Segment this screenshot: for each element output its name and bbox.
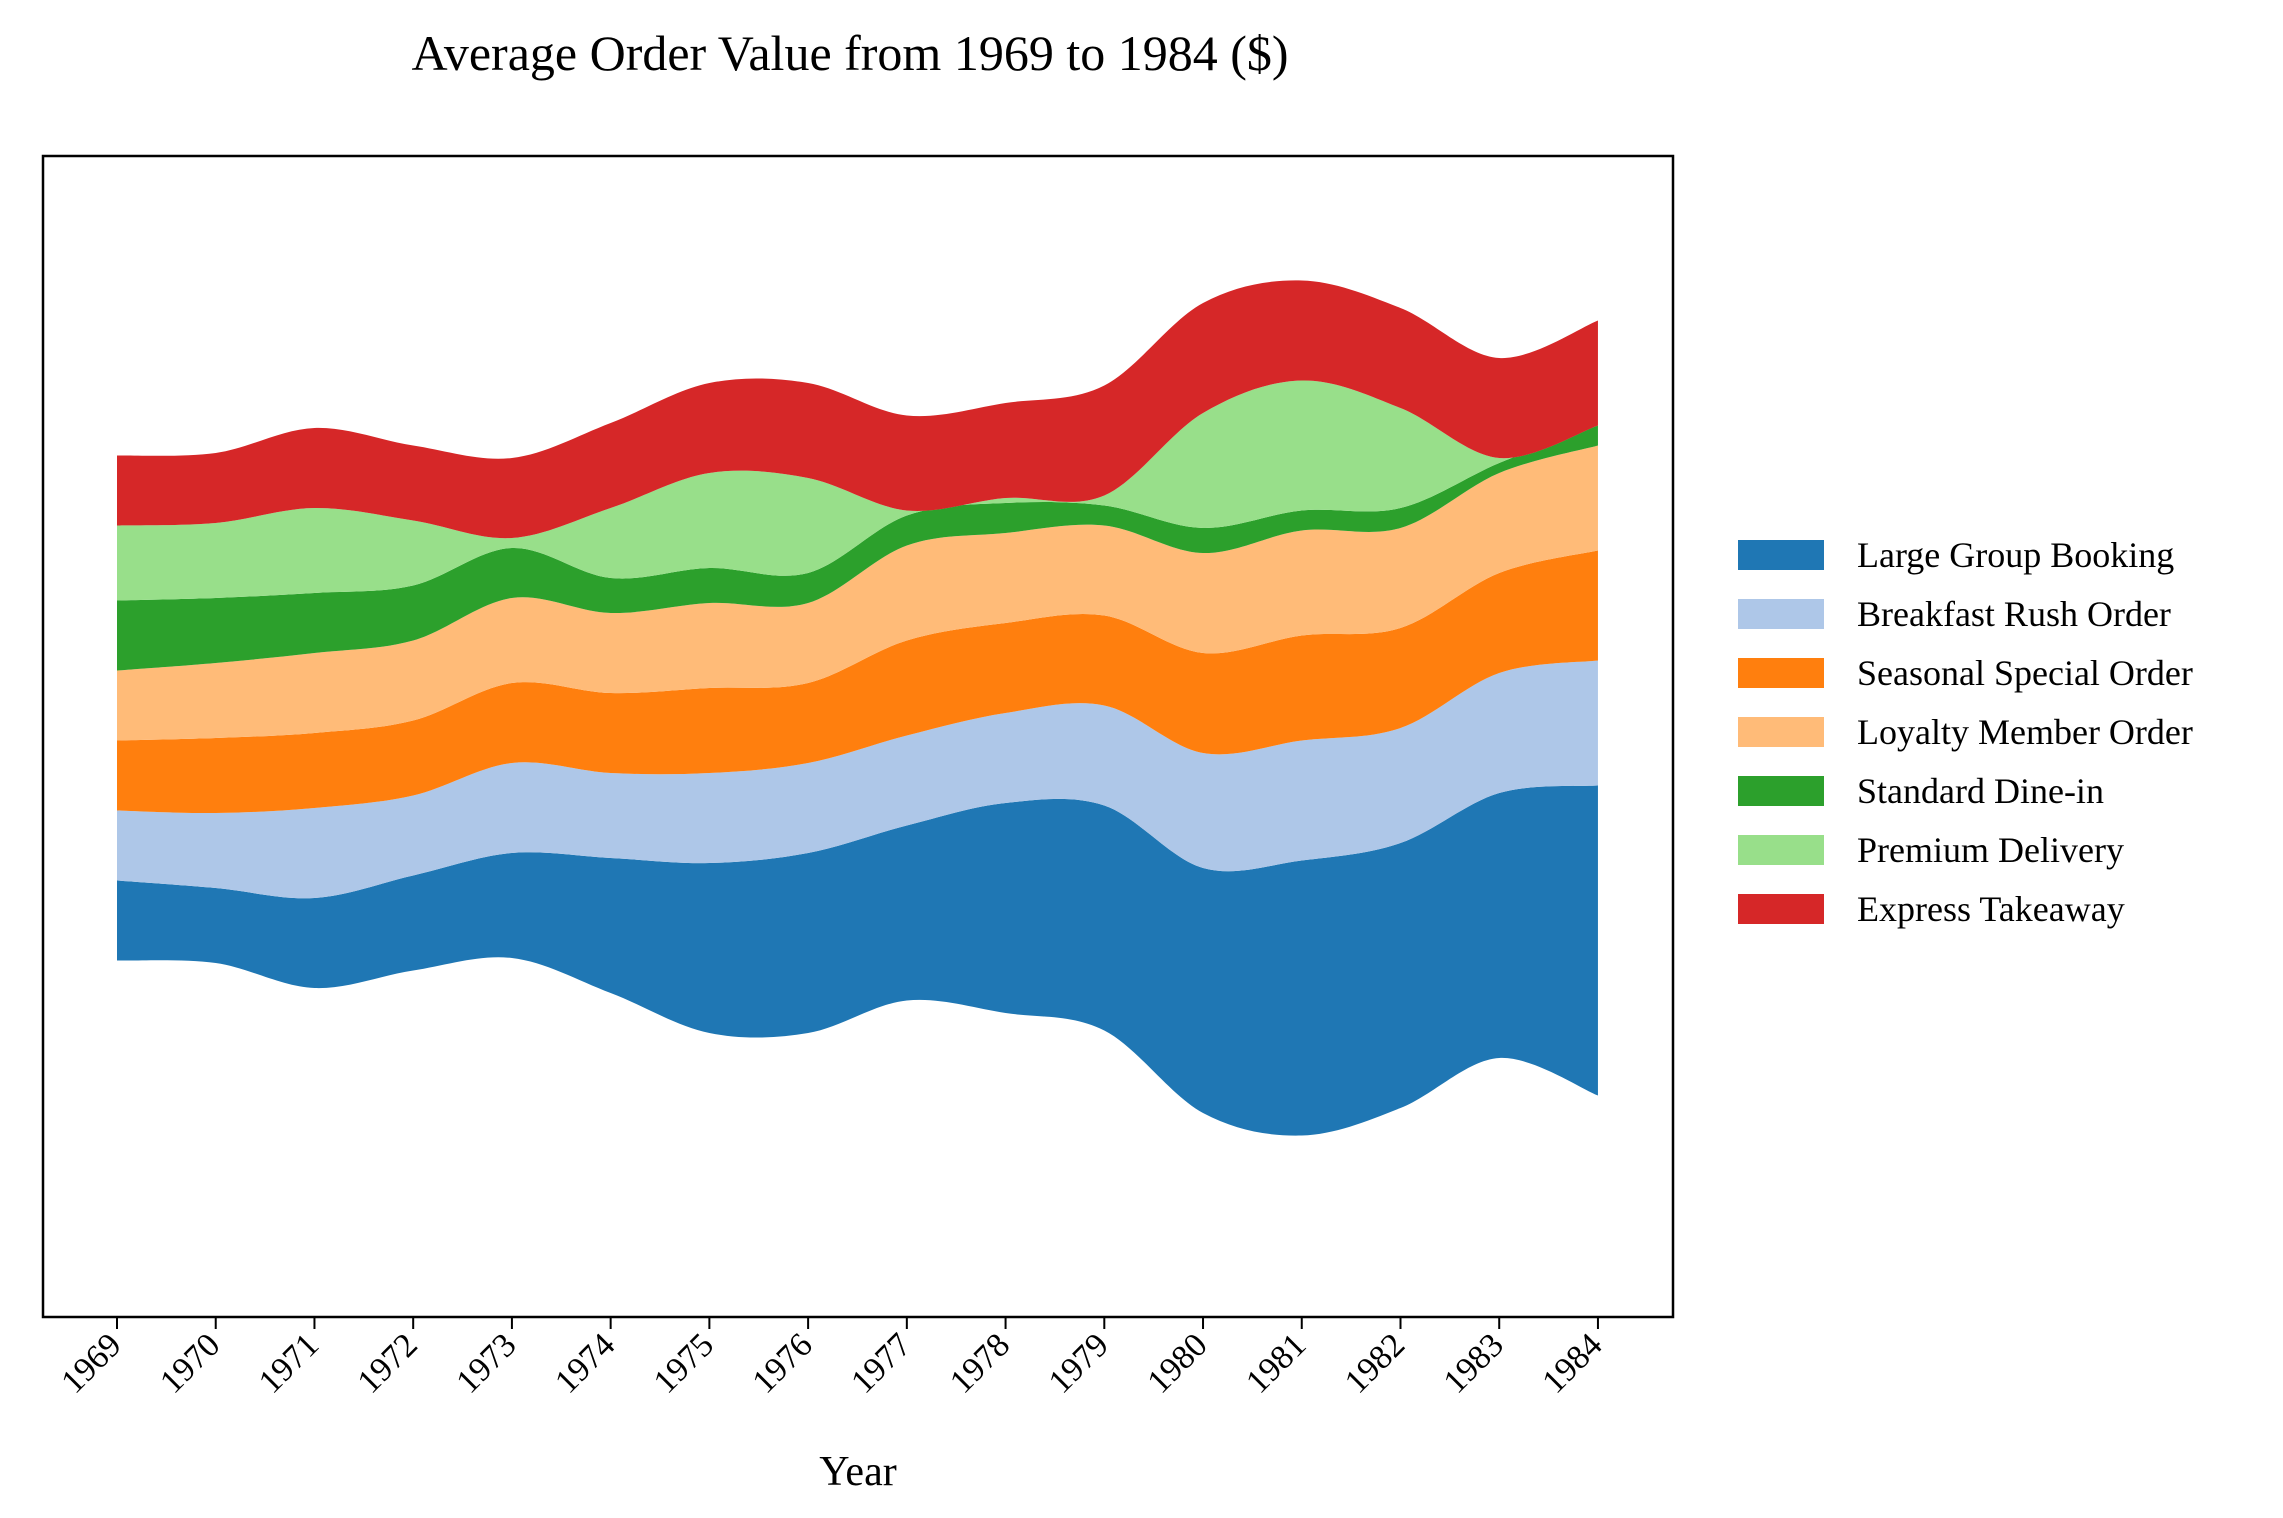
x-tick-label: 1981	[1239, 1326, 1313, 1400]
x-axis: 1969 1970 1971 1972 1973 1974 1975 1976 1977 1978…	[54, 1317, 1610, 1401]
x-axis-label: Year	[819, 1449, 896, 1495]
chart-title: Average Order Value from 1969 to 1984 ($…	[411, 25, 1288, 81]
x-tick-label: 1973	[449, 1326, 523, 1400]
x-tick-label: 1983	[1437, 1326, 1511, 1400]
x-tick-label: 1970	[153, 1326, 227, 1400]
legend-label: Express Takeaway	[1857, 889, 2125, 929]
x-tick-label: 1969	[54, 1326, 128, 1400]
x-tick-label: 1984	[1535, 1326, 1609, 1400]
stream-layer-premium-delivery	[117, 380, 1598, 601]
x-tick-label: 1979	[1042, 1326, 1116, 1400]
stream-layer-standard-dine-in	[117, 425, 1598, 671]
x-tick-label: 1972	[351, 1326, 425, 1400]
legend-swatch	[1738, 894, 1824, 924]
legend-swatch	[1738, 776, 1824, 806]
legend-label: Premium Delivery	[1857, 830, 2124, 870]
legend-swatch	[1738, 599, 1824, 629]
legend-label: Standard Dine-in	[1857, 771, 2104, 811]
x-tick-label: 1978	[943, 1326, 1017, 1400]
x-tick-label: 1975	[647, 1326, 721, 1400]
legend-label: Large Group Booking	[1857, 535, 2174, 575]
stream-layer-large-group-booking	[117, 785, 1598, 1136]
legend-label: Breakfast Rush Order	[1857, 594, 2171, 634]
legend-swatch	[1738, 540, 1824, 570]
stream-layer-breakfast-rush-order	[117, 660, 1598, 899]
legend-label: Seasonal Special Order	[1857, 653, 2193, 693]
legend-swatch	[1738, 658, 1824, 688]
x-tick-label: 1982	[1338, 1326, 1412, 1400]
legend-swatch	[1738, 717, 1824, 747]
legend-swatch	[1738, 835, 1824, 865]
x-tick-label: 1976	[746, 1326, 820, 1400]
stream-layer-loyalty-member-order	[117, 445, 1598, 741]
stream-layer-express-takeaway	[117, 280, 1598, 539]
x-tick-label: 1974	[548, 1326, 622, 1400]
x-tick-label: 1971	[252, 1326, 326, 1400]
stream-layer-seasonal-special-order	[117, 550, 1598, 814]
x-tick-label: 1980	[1140, 1326, 1214, 1400]
stream-layers	[117, 280, 1598, 1136]
x-tick-label: 1977	[844, 1326, 918, 1400]
legend-label: Loyalty Member Order	[1857, 712, 2193, 752]
legend: Large Group Booking Breakfast Rush Order S…	[1738, 535, 2193, 929]
plot-frame	[41, 154, 1675, 1319]
